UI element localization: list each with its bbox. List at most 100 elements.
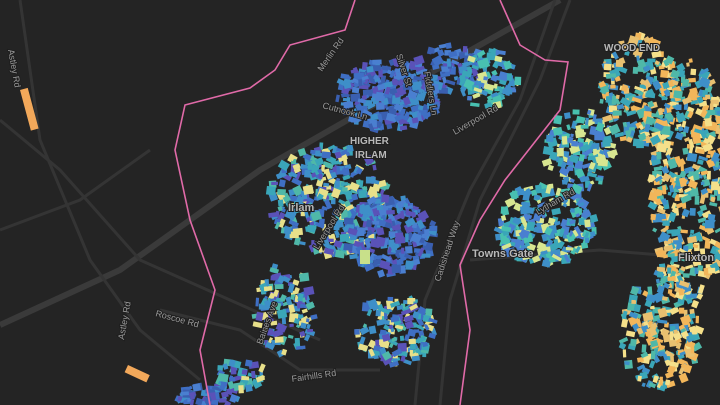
building [688,138,695,149]
building [680,229,688,234]
building [340,182,348,186]
building [711,152,720,163]
building [678,247,689,256]
building [660,327,670,338]
building [280,335,288,346]
building [657,107,664,116]
building [349,253,359,260]
building [418,109,428,116]
building [294,207,301,214]
building [553,220,561,226]
building [391,336,398,342]
building [331,187,341,199]
building [600,85,610,95]
building [271,181,279,185]
building [577,137,585,143]
building [494,55,503,63]
building [277,205,283,212]
building [293,167,302,174]
building [691,299,700,309]
building [589,180,595,185]
building [584,219,591,228]
building [403,223,414,234]
building [411,240,418,248]
building [424,114,430,120]
building [387,296,394,301]
building [699,67,709,75]
building [460,88,467,97]
building [667,80,674,87]
building [574,129,585,139]
building [297,147,307,157]
building [274,336,284,343]
building [412,329,420,334]
building [497,86,504,94]
building [716,109,720,115]
building [413,75,423,82]
building [624,50,631,56]
building [709,238,717,246]
building [431,54,444,67]
building [689,334,699,340]
building [551,207,562,216]
building [354,329,360,335]
buildings [20,31,720,405]
building [630,285,640,296]
building [334,151,342,159]
building [402,96,411,106]
building [659,376,663,386]
building [562,202,568,208]
building [258,303,268,310]
building [511,190,518,200]
building [537,201,547,209]
building [533,194,541,201]
building [509,63,516,70]
building [554,235,561,244]
building [677,297,685,305]
building [634,85,645,92]
building [701,210,712,220]
building [362,109,373,117]
building [411,355,420,362]
building [680,330,689,339]
building [390,78,400,87]
building [563,112,571,120]
building [400,195,407,201]
building [583,142,588,146]
building [547,217,554,225]
building [308,201,316,211]
building [710,99,719,105]
building [655,278,661,284]
building [570,183,583,195]
building [663,89,671,98]
building [347,97,351,104]
building [470,67,479,77]
building [680,162,685,172]
road [18,0,201,382]
building [365,176,376,184]
building [394,232,404,240]
building [657,204,665,211]
building [415,90,426,102]
building [270,320,278,326]
building [630,105,637,112]
building [650,213,657,221]
place-label: HIGHER [350,136,390,147]
building [602,114,613,123]
building [698,76,711,89]
building [353,240,361,247]
building [318,173,323,180]
building [706,170,711,180]
building [337,204,343,211]
building [381,333,391,342]
building [192,383,202,392]
building [363,154,375,166]
building [657,213,667,221]
building [456,77,461,85]
building [675,201,687,209]
building [547,164,554,171]
building [373,74,379,81]
building [304,225,315,232]
building [644,331,651,337]
